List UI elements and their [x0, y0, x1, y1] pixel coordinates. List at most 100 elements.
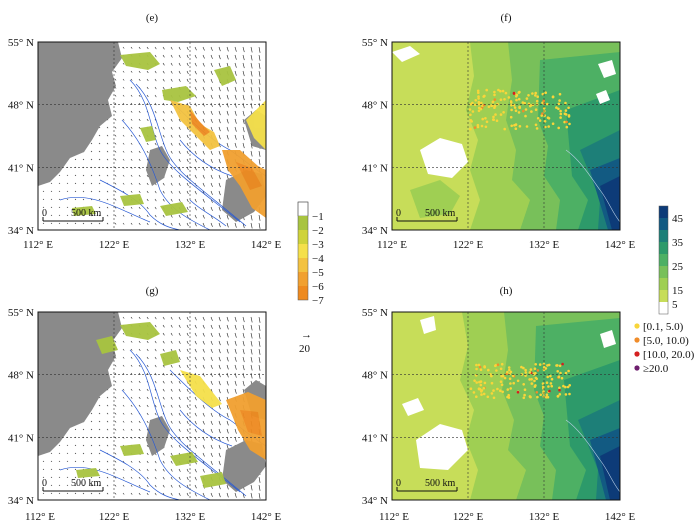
lon-tick-label: 112° E: [377, 239, 407, 251]
colorbar-wind: −1 −2 −3 −4 −5 −6 −7: [297, 201, 324, 307]
land-mass: [596, 90, 610, 104]
observation-points-f: [468, 88, 571, 131]
map-panel-f: 0 500 km: [392, 42, 620, 230]
lat-tick-label: 34° N: [362, 495, 388, 507]
scale-zero: 0: [42, 478, 47, 489]
map-frame-h: [391, 311, 621, 501]
land-mass: [392, 46, 420, 62]
lon-tick-label: 142° E: [251, 511, 282, 523]
map-panel-g: 0 500 km: [38, 312, 266, 500]
lat-tick-label: 55° N: [8, 307, 34, 319]
colorbar-tick: −4: [312, 253, 324, 265]
land-mass: [600, 330, 616, 348]
scale-label: 500 km: [71, 208, 102, 219]
map-frame-f: [391, 41, 621, 231]
map-frame-g: [37, 311, 267, 501]
colorbar-swatch: [659, 302, 668, 314]
land-mass: [420, 316, 436, 334]
lon-tick-label: 122° E: [99, 511, 130, 523]
lat-tick-label: 41° N: [8, 432, 34, 444]
vector-reference-arrow: →: [301, 329, 312, 341]
legend-label: [10.0, 20.0): [643, 349, 695, 361]
scale-label: 500 km: [425, 478, 456, 489]
land-mass: [420, 138, 468, 178]
colorbar-tick: −6: [312, 281, 324, 293]
colorbar-swatch: [298, 258, 308, 272]
vector-reference-value: 20: [299, 343, 311, 355]
lat-tick-label: 55° N: [362, 307, 388, 319]
colorbar-swatch: [298, 216, 308, 230]
lon-tick-label: 122° E: [99, 239, 130, 251]
colorbar-swatch: [298, 272, 308, 286]
scale-zero: 0: [42, 208, 47, 219]
legend-marker: [634, 351, 640, 357]
legend-marker: [634, 323, 640, 329]
scale-zero: 0: [396, 478, 401, 489]
colorbar-depth: 45 35 25 15 5: [658, 205, 684, 315]
colorbar-swatch: [298, 244, 308, 258]
colorbar-swatch: [659, 242, 668, 254]
shaded-anomaly: [76, 322, 266, 488]
lon-tick-label: 132° E: [529, 511, 560, 523]
colorbar-tick: −1: [312, 211, 324, 223]
lon-tick-label: 142° E: [605, 511, 636, 523]
land-mass: [402, 398, 424, 416]
legend-label: [5.0, 10.0): [643, 335, 689, 347]
colorbar-tick: 5: [672, 299, 678, 311]
lat-tick-label: 48° N: [362, 370, 388, 382]
scale-bar-e: 0 500 km: [42, 208, 104, 222]
scale-label: 500 km: [71, 478, 102, 489]
scale-bar-h: 0 500 km: [396, 478, 458, 492]
scale-zero: 0: [396, 208, 401, 219]
point-legend: [0.1, 5.0) [5.0, 10.0) [10.0, 20.0) ≥20.…: [634, 321, 695, 375]
panel-title-g: (g): [146, 285, 159, 297]
legend-label: [0.1, 5.0): [643, 321, 684, 333]
legend-marker: [634, 337, 640, 343]
graticule-e: [38, 42, 266, 230]
lat-tick-label: 34° N: [362, 225, 388, 237]
colorbar-swatch: [659, 218, 668, 230]
lat-tick-label: 41° N: [362, 162, 388, 174]
lon-tick-label: 132° E: [529, 239, 560, 251]
colorbar-swatch: [297, 201, 309, 217]
legend-marker: [634, 365, 640, 371]
lat-tick-label: 55° N: [8, 37, 34, 49]
lon-tick-label: 122° E: [453, 511, 484, 523]
map-panel-e: 0 500 km: [38, 42, 266, 230]
land-mass: [38, 42, 122, 186]
colorbar-swatch: [298, 230, 308, 244]
lat-tick-label: 55° N: [362, 37, 388, 49]
colorbar-tick: −3: [312, 239, 324, 251]
lon-tick-label: 112° E: [25, 511, 55, 523]
map-frame-e: [37, 41, 267, 231]
contour-lines: [59, 349, 266, 500]
panel-title-e: (e): [146, 12, 159, 24]
lon-tick-label: 122° E: [453, 239, 484, 251]
colorbar-tick: 15: [672, 285, 684, 297]
colorbar-swatch: [659, 290, 668, 302]
observation-points-h: [469, 362, 571, 400]
lat-tick-label: 34° N: [8, 495, 34, 507]
colorbar-swatch: [659, 278, 668, 290]
panel-title-h: (h): [500, 285, 513, 297]
colorbar-swatch: [659, 254, 668, 266]
land-mass: [598, 60, 616, 78]
colorbar-tick: 35: [672, 237, 684, 249]
lat-tick-label: 48° N: [8, 100, 34, 112]
colorbar-tick: 45: [672, 213, 684, 225]
shaded-anomaly: [72, 52, 266, 218]
colorbar-tick: −7: [312, 295, 324, 307]
colorbar-swatch: [659, 206, 668, 218]
scale-bar-f: 0 500 km: [396, 208, 458, 222]
lon-tick-label: 112° E: [379, 511, 409, 523]
colorbar-tick: −2: [312, 225, 324, 237]
colorbar-swatch: [298, 286, 308, 300]
lat-tick-label: 48° N: [362, 100, 388, 112]
colorbar-tick: 25: [672, 261, 684, 273]
graticule-f: [392, 42, 620, 230]
lon-tick-label: 112° E: [23, 239, 53, 251]
panel-title-f: (f): [501, 12, 512, 24]
lat-tick-label: 48° N: [8, 370, 34, 382]
graticule-g: [38, 312, 266, 500]
